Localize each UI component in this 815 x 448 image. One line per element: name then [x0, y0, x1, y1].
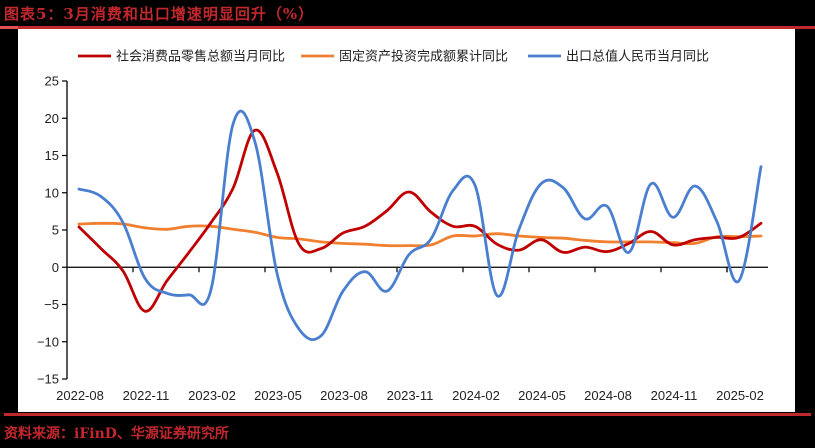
- x-tick-label: 2023-08: [320, 388, 368, 403]
- legend-label: 出口总值人民币当月同比: [566, 49, 709, 65]
- legend-label: 固定资产投资完成额累计同比: [339, 49, 508, 65]
- y-tick-label: 10: [45, 185, 59, 200]
- y-tick-label: 5: [52, 223, 59, 238]
- source-divider: [4, 413, 811, 416]
- x-tick-label: 2024-05: [518, 388, 566, 403]
- x-tick-label: 2023-11: [387, 388, 434, 403]
- x-tick-label: 2023-02: [188, 388, 236, 403]
- chart-series: [77, 109, 763, 342]
- chart-legend: 社会消费品零售总额当月同比 固定资产投资完成额累计同比 出口总值人民币当月同比: [78, 49, 709, 65]
- y-tick-label: 20: [45, 111, 59, 126]
- series-line-2: [77, 109, 763, 342]
- y-tick-label: −10: [37, 334, 59, 349]
- source-note: 资料来源：iFinD、华源证券研究所: [4, 426, 229, 442]
- y-tick-label: −5: [44, 297, 59, 312]
- title-divider: [0, 26, 815, 29]
- x-tick-label: 2022-08: [56, 388, 104, 403]
- x-tick-label: 2024-11: [651, 388, 698, 403]
- title-divider-accent: [0, 26, 18, 29]
- chart-title: 图表5：3月消费和出口增速明显回升（%）: [4, 5, 315, 23]
- y-tick-label: −15: [37, 372, 59, 387]
- x-tick-label: 2024-02: [452, 388, 500, 403]
- legend-label: 社会消费品零售总额当月同比: [116, 49, 285, 65]
- y-tick-label: 25: [45, 74, 59, 89]
- x-tick-label: 2022-11: [123, 388, 170, 403]
- x-tick-label: 2024-08: [584, 388, 632, 403]
- y-tick-label: 0: [52, 260, 59, 275]
- series-line-1: [77, 221, 763, 248]
- line-chart: 社会消费品零售总额当月同比 固定资产投资完成额累计同比 出口总值人民币当月同比 25…: [37, 49, 768, 403]
- series-line-0: [77, 128, 763, 313]
- chart-panel: 社会消费品零售总额当月同比 固定资产投资完成额累计同比 出口总值人民币当月同比 25…: [18, 29, 795, 412]
- x-tick-label: 2023-05: [254, 388, 302, 403]
- x-tick-label: 2025-02: [716, 388, 764, 403]
- y-tick-label: 15: [45, 148, 59, 163]
